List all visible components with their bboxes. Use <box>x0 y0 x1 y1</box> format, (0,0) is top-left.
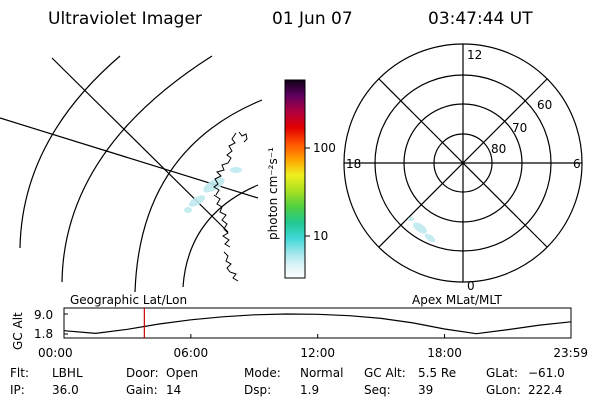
footer-label: Mode: <box>244 366 281 380</box>
altitude-plot: GC Alt 9.0 1.8 00:00 06:00 12:00 18:00 23:59 <box>11 307 588 360</box>
instrument-title: Ultraviolet Imager <box>48 9 202 29</box>
altitude-ylabel: GC Alt <box>11 312 25 350</box>
footer-label: Seq: <box>364 383 391 397</box>
longitude-line <box>51 57 229 233</box>
footer-value: Normal <box>300 366 343 380</box>
altitude-xtick-label: 00:00 <box>38 346 73 360</box>
footer-value: Open <box>166 366 198 380</box>
mlt-label-bottom: 0 <box>467 279 475 293</box>
footer-label: IP: <box>10 383 25 397</box>
footer-label: Flt: <box>10 366 29 380</box>
altitude-xtick-label: 06:00 <box>174 346 209 360</box>
footer-info: Flt: LBHL Door: Open Mode: Normal GC Alt: 5.5 R… <box>10 366 565 397</box>
footer-label: Gain: <box>126 383 158 397</box>
polar-auroral-emission <box>408 217 436 243</box>
right-panel-caption: Apex MLat/MLT <box>412 293 502 307</box>
mlt-label-top: 12 <box>467 48 482 62</box>
footer-label: Door: <box>126 366 159 380</box>
footer-value: 222.4 <box>528 383 562 397</box>
observation-date: 01 Jun 07 <box>272 9 353 29</box>
footer-label: GLon: <box>486 383 521 397</box>
polar-diagonal <box>378 78 548 248</box>
colorbar-unit-label: photon cm⁻²s⁻¹ <box>266 147 280 240</box>
intensity-colorbar <box>284 79 306 279</box>
latitude-arc <box>182 184 259 288</box>
geographic-map <box>0 55 262 293</box>
footer-value: 1.9 <box>300 383 319 397</box>
altitude-xtick-label: 23:59 <box>553 346 588 360</box>
footer-label: Dsp: <box>244 383 271 397</box>
mlat-label-60: 60 <box>537 98 552 112</box>
coastline <box>213 131 248 282</box>
mlt-label-left: 18 <box>346 157 361 171</box>
footer-value: 14 <box>166 383 181 397</box>
mlat-label-80: 80 <box>491 142 506 156</box>
mlat-label-70: 70 <box>512 121 527 135</box>
footer-value: 39 <box>418 383 433 397</box>
altitude-xtick-label: 12:00 <box>300 346 335 360</box>
altitude-ytick-min: 1.8 <box>34 327 53 341</box>
altitude-curve <box>63 313 572 335</box>
observation-time: 03:47:44 UT <box>428 9 533 29</box>
footer-label: GC Alt: <box>364 366 406 380</box>
auroral-emission <box>184 167 242 213</box>
mlt-label-right: 6 <box>573 157 581 171</box>
footer-label: GLat: <box>486 366 518 380</box>
latitude-arc <box>19 55 121 249</box>
footer-value: −61.0 <box>528 366 565 380</box>
latitude-arc <box>61 55 213 283</box>
altitude-ytick-max: 9.0 <box>34 308 53 322</box>
altitude-xtick-label: 18:00 <box>427 346 462 360</box>
footer-value: 36.0 <box>52 383 79 397</box>
colorbar-tick-100: 100 <box>313 141 336 155</box>
footer-value: 5.5 Re <box>418 366 456 380</box>
polar-plot: 12 18 6 0 60 70 80 <box>343 43 583 293</box>
footer-value: LBHL <box>52 366 83 380</box>
left-panel-caption: Geographic Lat/Lon <box>70 293 187 307</box>
altitude-plot-frame <box>63 307 572 339</box>
latitude-arc <box>134 99 262 293</box>
colorbar-tick-10: 10 <box>313 229 328 243</box>
